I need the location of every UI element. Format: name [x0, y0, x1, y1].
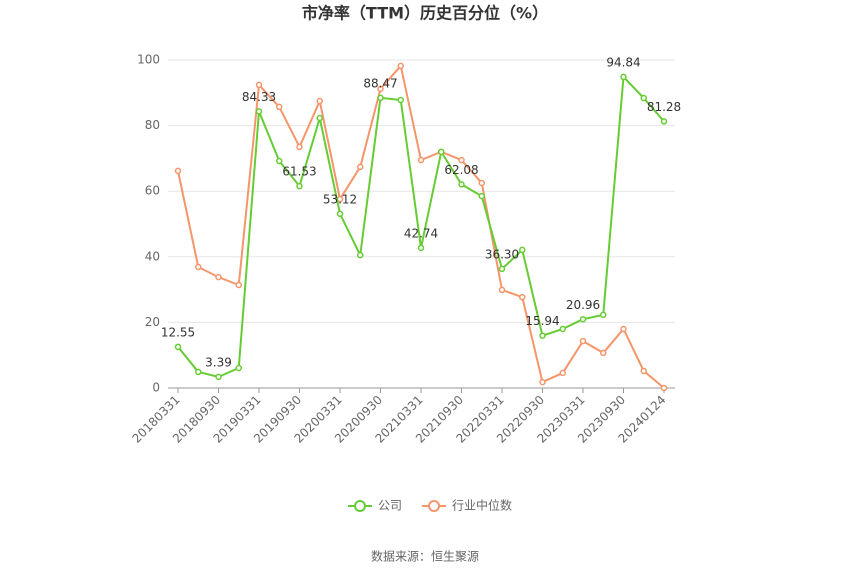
value-label: 61.53: [282, 165, 316, 179]
point: [600, 349, 607, 357]
value-label: 81.28: [647, 100, 681, 114]
point: [296, 143, 303, 151]
y-tick-label: 0: [152, 381, 160, 395]
value-label: 12.55: [161, 325, 195, 339]
y-tick-label: 100: [137, 53, 160, 67]
point: [478, 192, 485, 200]
legend-label: 行业中位数: [452, 498, 512, 513]
value-label: 20.96: [566, 298, 600, 312]
chart-title: 市净率（TTM）历史百分位（%）: [302, 4, 548, 23]
value-label: 88.47: [363, 76, 397, 90]
legend-label: 公司: [378, 499, 402, 513]
point: [620, 73, 627, 81]
point: [458, 181, 465, 188]
point: [559, 369, 566, 377]
point: [357, 163, 364, 171]
point: [640, 94, 647, 102]
point: [620, 325, 627, 333]
point: [640, 367, 647, 375]
point: [276, 157, 283, 165]
point: [397, 62, 404, 70]
point: [579, 337, 587, 345]
point: [539, 332, 546, 339]
point: [519, 293, 526, 301]
point: [336, 210, 344, 218]
point: [316, 114, 323, 122]
y-tick-label: 60: [145, 184, 160, 198]
y-tick-label: 80: [145, 118, 160, 132]
value-label: 94.84: [606, 55, 640, 69]
point: [600, 311, 607, 319]
value-label: 36.30: [485, 247, 519, 261]
point: [276, 103, 283, 111]
point: [478, 179, 485, 187]
point: [539, 378, 546, 386]
point: [660, 384, 668, 392]
value-label: 15.94: [525, 314, 559, 328]
point: [174, 343, 182, 351]
value-label: 3.39: [205, 355, 232, 369]
point: [377, 94, 384, 102]
value-label: 42.74: [404, 226, 438, 240]
point: [458, 156, 465, 164]
point: [498, 265, 506, 273]
point: [255, 108, 263, 115]
point: [174, 167, 182, 175]
point: [255, 81, 263, 89]
point: [579, 316, 587, 323]
value-label: 84.33: [242, 90, 276, 104]
point: [397, 96, 404, 104]
point: [235, 281, 242, 289]
point: [417, 156, 425, 164]
y-tick-label: 40: [145, 249, 160, 263]
source: 数据来源：恒生聚源: [371, 549, 479, 564]
point: [296, 182, 303, 190]
point: [215, 273, 222, 281]
point: [498, 286, 506, 294]
point: [195, 368, 202, 376]
legend-marker: [354, 500, 366, 512]
legend-marker: [428, 500, 441, 512]
y-tick-label: 20: [145, 315, 160, 329]
point: [417, 244, 425, 252]
value-label: 53.12: [323, 192, 357, 206]
point: [438, 148, 445, 156]
point: [215, 373, 222, 381]
point: [195, 263, 202, 271]
point: [357, 251, 364, 259]
point: [377, 85, 384, 93]
point: [559, 325, 566, 333]
point: [660, 118, 668, 125]
value-label: 62.08: [444, 163, 478, 177]
point: [519, 246, 526, 254]
point: [316, 97, 323, 105]
point: [235, 364, 242, 372]
